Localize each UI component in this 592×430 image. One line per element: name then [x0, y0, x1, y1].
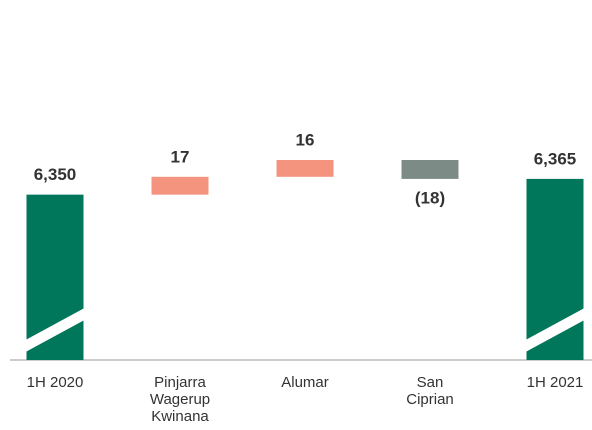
category-label: 1H 2021	[527, 374, 584, 391]
value-label: 6,350	[34, 165, 77, 184]
value-label: 17	[171, 147, 190, 166]
value-label: (18)	[415, 188, 445, 207]
axis-break	[525, 308, 585, 352]
value-label: 6,365	[534, 149, 577, 168]
category-label: Kwinana	[151, 408, 209, 425]
value-label: 16	[296, 130, 315, 149]
bar	[276, 160, 334, 177]
bar	[151, 176, 209, 195]
category-label: Pinjarra	[154, 374, 206, 391]
axis-break	[25, 308, 85, 352]
category-label: Ciprian	[406, 391, 454, 408]
category-label: Wagerup	[150, 391, 210, 408]
bar	[401, 160, 459, 179]
category-label: Alumar	[281, 374, 329, 391]
category-label: 1H 2020	[27, 374, 84, 391]
category-label: San	[417, 374, 444, 391]
